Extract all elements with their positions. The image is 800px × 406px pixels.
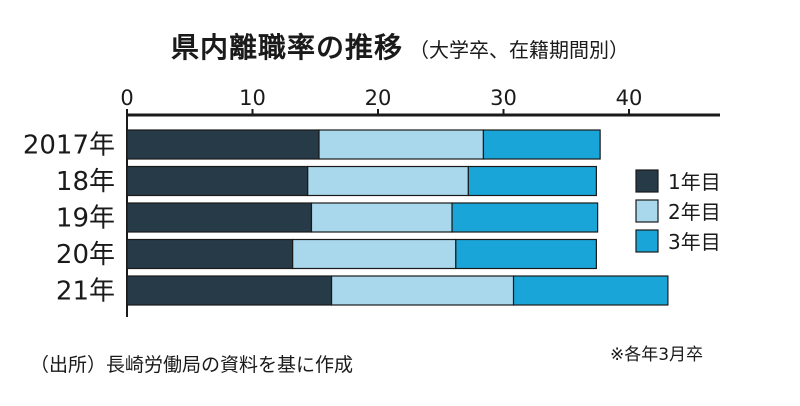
x-tick-label: 0 xyxy=(120,86,133,110)
category-label: 20年 xyxy=(56,240,115,270)
bar-segment xyxy=(126,275,333,306)
source-note: （出所）長崎労働局の資料を基に作成 xyxy=(30,354,354,376)
bar-segment xyxy=(126,129,320,160)
bar-segment xyxy=(482,129,601,160)
bar-segment xyxy=(307,165,469,197)
x-tick-label: 20 xyxy=(365,86,392,110)
legend-swatch xyxy=(635,199,659,223)
x-tick-label: 40 xyxy=(616,86,643,110)
bar-segment xyxy=(126,165,309,197)
chart-title-block: 県内離職率の推移 （大学卒、在籍期間別） xyxy=(0,26,800,66)
bar-segment xyxy=(455,238,597,270)
footnote: ※各年3月卒 xyxy=(610,345,704,365)
category-label: 18年 xyxy=(56,167,115,197)
bar-segment xyxy=(292,238,457,270)
legend-label: 2年目 xyxy=(668,200,721,224)
chart-title: 県内離職率の推移 xyxy=(170,31,403,64)
legend-label: 1年目 xyxy=(668,170,721,194)
category-label: 21年 xyxy=(56,277,115,307)
bar-segment xyxy=(512,275,669,306)
legend-swatch xyxy=(635,229,659,253)
bar-segment xyxy=(126,238,294,270)
x-tick-label: 30 xyxy=(490,86,517,110)
bar-segment xyxy=(318,129,485,160)
chart-subtitle: （大学卒、在籍期間別） xyxy=(409,38,629,62)
legend-swatch xyxy=(635,169,659,193)
category-label: 19年 xyxy=(56,204,115,234)
bar-segment xyxy=(310,202,453,233)
category-label: 2017年 xyxy=(23,131,115,161)
x-tick-label: 10 xyxy=(239,86,266,110)
legend-label: 3年目 xyxy=(668,230,721,254)
bar-segment xyxy=(451,202,599,233)
bar-segment xyxy=(330,275,515,306)
bar-segment xyxy=(126,202,313,233)
bar-segment xyxy=(467,165,597,197)
